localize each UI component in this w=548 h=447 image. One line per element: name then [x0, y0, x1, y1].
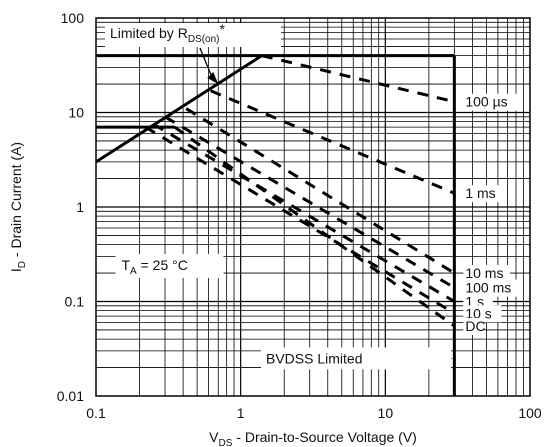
- rdson-label-rest: *: [220, 21, 226, 37]
- x-axis-title-main: V: [209, 429, 219, 445]
- temperature-annotation: TA = 25 °C: [115, 254, 224, 279]
- x-tick-label: 0.1: [86, 405, 106, 421]
- temperature-label-background: [115, 254, 224, 279]
- series-line: [152, 123, 456, 303]
- rdson-limit-line: [95, 54, 263, 164]
- grid: [96, 18, 530, 396]
- y-axis-title-rest: - Drain Current (A): [8, 142, 24, 261]
- series-line: [164, 115, 456, 289]
- x-axis-title-sub: DS: [219, 438, 233, 447]
- rdson-annotation: Limited by RDS(on)*: [105, 21, 281, 47]
- temperature-label-rest: = 25 °C: [137, 257, 188, 273]
- series-line: [185, 107, 456, 275]
- y-tick-label: 0.1: [65, 294, 85, 310]
- series-label: 10 ms: [465, 265, 503, 281]
- rdson-label-main: Limited by R: [110, 25, 188, 41]
- y-axis-title-sub: D: [17, 261, 28, 268]
- rdson-label: Limited by RDS(on)*: [110, 21, 226, 45]
- temperature-label-main: T: [121, 257, 130, 273]
- temperature-label-sub: A: [130, 266, 137, 277]
- y-axis-title-main: I: [8, 268, 24, 272]
- series-label: 10 s: [465, 305, 491, 321]
- series-lines: [144, 54, 456, 328]
- x-tick-label: 100: [518, 405, 542, 421]
- series-label: 100 ms: [465, 280, 511, 296]
- rdson-arrow-line: [199, 47, 213, 79]
- rdson-label-background: [105, 23, 281, 47]
- plot-frame: [95, 17, 531, 397]
- series-label-background: [463, 265, 510, 283]
- y-tick-label: 100: [61, 10, 85, 26]
- series-line: [261, 54, 455, 104]
- y-axis-title: ID - Drain Current (A): [8, 142, 28, 272]
- x-tick-label: 10: [378, 405, 394, 421]
- rdson-label-sub: DS(on): [188, 34, 220, 45]
- temperature-label: TA = 25 °C: [121, 257, 187, 277]
- y-tick-label: 1: [76, 199, 84, 215]
- series-label-background: [463, 185, 502, 203]
- y-tick-label: 0.01: [57, 388, 84, 404]
- series-label: 1 ms: [465, 185, 495, 201]
- series-line: [173, 125, 456, 328]
- series-label: 100 µs: [465, 94, 507, 110]
- bvdss-label-background: [261, 347, 451, 370]
- series-label-background: [463, 318, 485, 336]
- bvdss-label: BVDSS Limited: [266, 350, 362, 366]
- y-axis-title-group: ID - Drain Current (A): [8, 142, 28, 272]
- rdson-arrow-head: [207, 72, 219, 85]
- limit-lines: [95, 54, 456, 396]
- x-tick-label: 1: [237, 405, 245, 421]
- series-label: DC: [465, 318, 485, 334]
- series-line: [210, 89, 455, 195]
- x-axis-title-rest: - Drain-to-Source Voltage (V): [232, 429, 416, 445]
- x-axis-title: VDS - Drain-to-Source Voltage (V): [209, 429, 417, 447]
- series-line: [144, 125, 456, 315]
- series-label-background: [463, 93, 519, 111]
- bvdss-annotation: BVDSS Limited: [261, 347, 451, 370]
- series-label-background: [463, 279, 519, 297]
- y-tick-label: 10: [68, 105, 84, 121]
